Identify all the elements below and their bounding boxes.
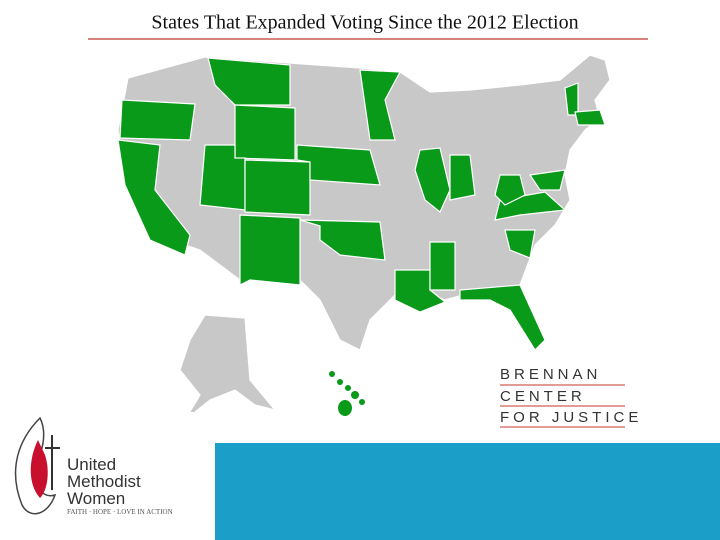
state <box>117 139 191 256</box>
tagline: FAITH · HOPE · LOVE IN ACTION <box>67 508 173 516</box>
state <box>528 169 566 191</box>
logo-line: BRENNAN <box>500 366 601 383</box>
state <box>119 99 196 141</box>
state <box>494 174 526 206</box>
brennan-logo: BRENNAN CENTER FOR JUSTICE <box>500 366 642 428</box>
hawaii <box>329 371 365 416</box>
logo-line: FOR JUSTICE <box>500 409 642 426</box>
state <box>429 241 456 291</box>
logo-text: Methodist <box>67 472 141 491</box>
us-map <box>117 54 611 421</box>
state <box>199 144 246 211</box>
state <box>299 219 386 261</box>
state <box>504 229 536 259</box>
state <box>296 144 381 186</box>
state <box>244 159 311 216</box>
state <box>414 147 451 213</box>
title: States That Expanded Voting Since the 20… <box>151 12 578 34</box>
logo-text: Women <box>67 489 125 508</box>
state <box>574 109 606 126</box>
flame <box>30 440 48 498</box>
state <box>564 82 579 116</box>
umw-logo: United Methodist Women FAITH · HOPE · LO… <box>14 416 173 516</box>
state <box>449 154 476 201</box>
logo-line: CENTER <box>500 388 586 405</box>
alaska <box>179 314 277 421</box>
state <box>359 69 401 141</box>
state <box>207 57 291 106</box>
logo-text: United <box>67 455 116 474</box>
state <box>459 284 546 351</box>
state <box>239 214 301 286</box>
state <box>234 104 296 161</box>
